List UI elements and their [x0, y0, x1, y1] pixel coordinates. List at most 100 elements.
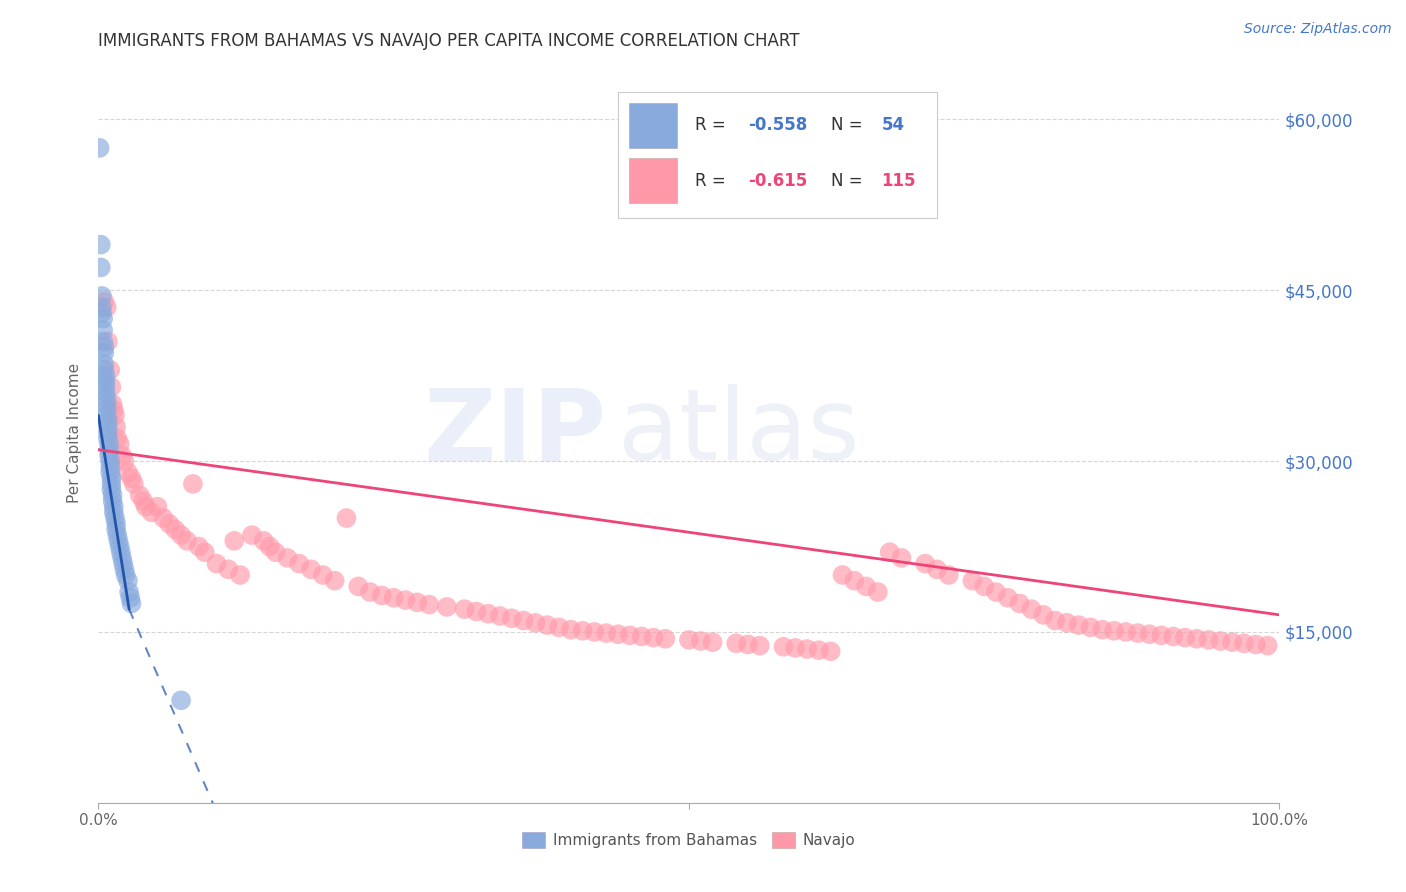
Point [583, 624, 606, 639]
Point [101, 494, 124, 508]
Point [96, 392, 118, 406]
FancyBboxPatch shape [628, 158, 678, 203]
Point [1008, 597, 1031, 611]
Point [259, 540, 281, 554]
FancyBboxPatch shape [619, 92, 936, 218]
Text: Source: ZipAtlas.com: Source: ZipAtlas.com [1244, 22, 1392, 37]
Point [96, 301, 118, 315]
Point [1233, 636, 1256, 650]
Point [1257, 639, 1279, 653]
Point [678, 632, 700, 647]
Point [1091, 623, 1114, 637]
Point [489, 609, 512, 624]
Point [737, 638, 759, 652]
Text: -0.615: -0.615 [748, 172, 807, 190]
Point [91, 323, 114, 337]
Point [181, 476, 204, 491]
Point [630, 630, 652, 644]
Point [93, 357, 115, 371]
Point [194, 545, 217, 559]
Point [453, 602, 475, 616]
Point [96, 409, 118, 423]
Point [1102, 624, 1125, 638]
Point [93, 346, 115, 360]
Point [807, 643, 830, 657]
Point [98, 437, 121, 451]
Point [97, 431, 120, 445]
Point [879, 545, 901, 559]
Point [1174, 631, 1197, 645]
Point [97, 334, 120, 349]
Point [1056, 615, 1078, 630]
Point [100, 483, 122, 497]
Point [157, 516, 180, 531]
Point [94, 380, 117, 394]
Point [97, 425, 120, 440]
Point [114, 568, 136, 582]
Point [100, 471, 122, 485]
Point [253, 533, 276, 548]
Point [132, 494, 155, 508]
Text: N =: N = [831, 172, 868, 190]
Point [94, 375, 117, 389]
Point [1043, 614, 1066, 628]
Point [135, 500, 157, 514]
Text: 54: 54 [882, 116, 904, 135]
Point [91, 311, 114, 326]
Point [571, 624, 593, 638]
Point [1080, 620, 1102, 634]
Point [117, 574, 139, 588]
Point [152, 511, 174, 525]
Point [105, 523, 128, 537]
Point [796, 642, 818, 657]
Text: atlas: atlas [619, 384, 859, 481]
Point [94, 368, 117, 383]
Point [105, 420, 128, 434]
Point [170, 528, 193, 542]
Point [105, 431, 128, 445]
Point [98, 454, 121, 468]
Point [94, 385, 117, 400]
Point [187, 540, 209, 554]
Point [103, 505, 125, 519]
Point [98, 449, 121, 463]
Text: R =: R = [695, 172, 731, 190]
Point [97, 414, 120, 428]
Point [112, 557, 135, 571]
Point [1220, 635, 1243, 649]
Point [107, 533, 129, 548]
Point [477, 607, 499, 621]
Point [141, 505, 163, 519]
Point [1198, 632, 1220, 647]
Point [785, 640, 807, 655]
Point [299, 562, 322, 576]
Point [100, 476, 122, 491]
Point [103, 402, 125, 417]
Point [560, 623, 582, 637]
Point [97, 420, 120, 434]
Point [335, 511, 357, 525]
Point [925, 562, 948, 576]
Point [91, 289, 114, 303]
Point [276, 550, 298, 565]
Point [371, 589, 394, 603]
Point [1067, 618, 1090, 632]
Text: R =: R = [695, 116, 731, 135]
Point [643, 631, 665, 645]
Point [689, 634, 711, 648]
Point [128, 488, 150, 502]
Point [101, 397, 124, 411]
Point [1139, 627, 1161, 641]
Point [465, 604, 488, 618]
Point [170, 693, 193, 707]
Point [1185, 632, 1208, 646]
Point [93, 294, 115, 309]
Point [312, 568, 335, 582]
Point [512, 614, 534, 628]
Point [607, 627, 630, 641]
Point [619, 628, 641, 642]
Point [118, 585, 141, 599]
Point [90, 237, 112, 252]
Point [217, 562, 239, 576]
Point [105, 516, 128, 531]
